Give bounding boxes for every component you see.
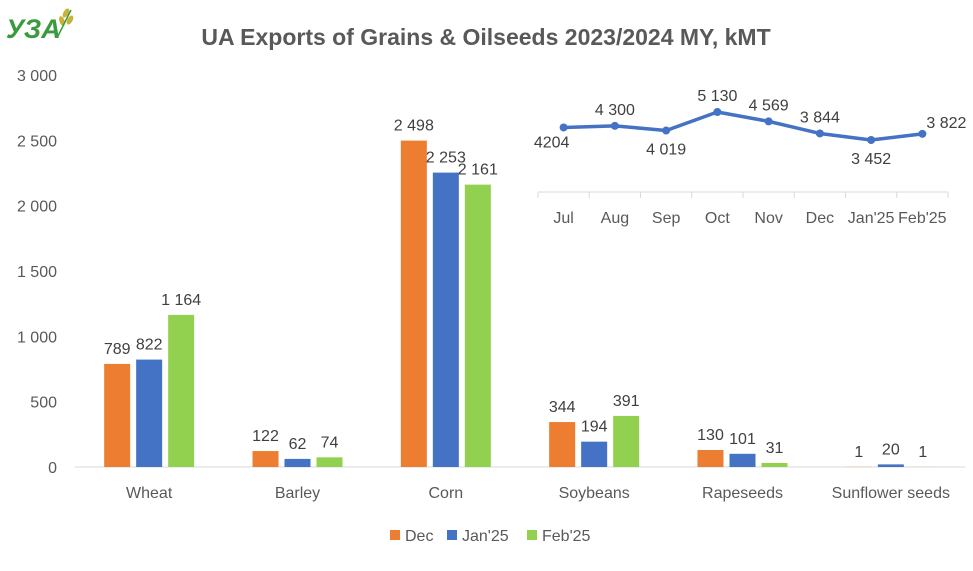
- inset-x-tick-label: Dec: [806, 210, 834, 227]
- x-tick-label: Corn: [428, 485, 463, 502]
- x-tick-label: Soybeans: [559, 485, 630, 502]
- legend-swatch: [447, 530, 457, 540]
- y-tick-label: 2 000: [17, 199, 57, 216]
- bar-data-label: 122: [252, 428, 279, 445]
- inset-x-tick-label: Sep: [652, 210, 681, 227]
- bar-data-label: 20: [882, 441, 900, 458]
- logo: УЗА: [6, 7, 75, 44]
- inset-line-chart: 4204 Jul 4 300 Aug 4 019 Sep 5 130 Oct 4 569 Nov 3…: [534, 88, 967, 227]
- inset-data-label: 5 130: [697, 88, 737, 105]
- inset-data-label: 4 569: [749, 97, 789, 114]
- inset-x-tick-label: Oct: [705, 210, 730, 227]
- logo-text: УЗА: [6, 14, 61, 44]
- wheat-icon: [58, 7, 75, 36]
- x-tick-label: Barley: [275, 485, 320, 502]
- bar-data-label: 74: [321, 434, 339, 451]
- inset-x-tick-label: Jan'25: [848, 210, 895, 227]
- bar: [613, 416, 639, 467]
- bar-data-label: 391: [613, 393, 640, 410]
- bar-data-label: 789: [104, 341, 131, 358]
- bar: [698, 450, 724, 467]
- inset-x-tick-label: Jul: [553, 210, 573, 227]
- y-tick-label: 500: [30, 395, 57, 412]
- inset-point: [918, 130, 926, 138]
- bar-series-group: [104, 141, 936, 467]
- inset-data-label: 4 019: [646, 142, 686, 159]
- bar: [104, 364, 130, 467]
- inset-x-tick-label: Aug: [601, 210, 629, 227]
- inset-data-label: 4 300: [595, 102, 635, 119]
- inset-point: [662, 127, 670, 135]
- bar-data-label: 1 164: [161, 292, 201, 309]
- inset-point: [560, 123, 568, 131]
- x-tick-label: Sunflower seeds: [832, 485, 950, 502]
- bar-data-label: 822: [136, 337, 163, 354]
- bar-data-label: 344: [549, 399, 576, 416]
- bar-data-label: 31: [766, 440, 784, 457]
- legend-label: Feb'25: [542, 528, 591, 545]
- inset-point: [611, 122, 619, 130]
- inset-point: [816, 129, 824, 137]
- bar-data-label: 2 498: [394, 118, 434, 135]
- bar: [878, 464, 904, 467]
- inset-point: [765, 117, 773, 125]
- y-tick-label: 1 500: [17, 264, 57, 281]
- bar: [549, 422, 575, 467]
- inset-x-tick-label: Feb'25: [898, 210, 947, 227]
- bar: [317, 457, 343, 467]
- legend-swatch: [527, 530, 537, 540]
- bar: [465, 185, 491, 467]
- inset-data-label: 4204: [534, 134, 570, 151]
- bar: [136, 360, 162, 467]
- bar: [401, 141, 427, 467]
- bar-data-label: 130: [697, 427, 724, 444]
- bar-data-label: 1: [918, 444, 927, 461]
- bar-data-label: 194: [581, 419, 608, 436]
- bar-data-label: 62: [289, 436, 307, 453]
- x-axis-ticks: Wheat Barley Corn Soybeans Rapeseeds Sunflowe…: [126, 485, 950, 502]
- bar: [730, 454, 756, 467]
- y-tick-label: 0: [48, 460, 57, 477]
- inset-data-label: 3 844: [800, 109, 840, 126]
- y-tick-label: 2 500: [17, 133, 57, 150]
- bar: [762, 463, 788, 467]
- legend: Dec Jan'25 Feb'25: [390, 528, 591, 545]
- bar: [581, 442, 607, 467]
- bar-data-label: 2 161: [458, 162, 498, 179]
- legend-label: Dec: [405, 528, 433, 545]
- inset-x-tick-label: Nov: [754, 210, 782, 227]
- inset-point: [867, 136, 875, 144]
- bar: [168, 315, 194, 467]
- inset-data-label: 3 822: [926, 115, 966, 132]
- x-tick-label: Rapeseeds: [702, 485, 783, 502]
- bar-data-label: 101: [729, 431, 756, 448]
- bar-data-label: 1: [854, 444, 863, 461]
- inset-data-label: 3 452: [851, 151, 891, 168]
- legend-swatch: [390, 530, 400, 540]
- legend-label: Jan'25: [462, 528, 509, 545]
- y-tick-label: 3 000: [17, 68, 57, 85]
- bar: [253, 451, 279, 467]
- bar: [433, 173, 459, 467]
- bar: [285, 459, 311, 467]
- chart-title: UA Exports of Grains & Oilseeds 2023/202…: [201, 24, 770, 50]
- x-tick-label: Wheat: [126, 485, 173, 502]
- y-axis: 0 500 1 000 1 500 2 000 2 500 3 000: [17, 68, 57, 477]
- y-tick-label: 1 000: [17, 329, 57, 346]
- inset-point: [713, 108, 721, 116]
